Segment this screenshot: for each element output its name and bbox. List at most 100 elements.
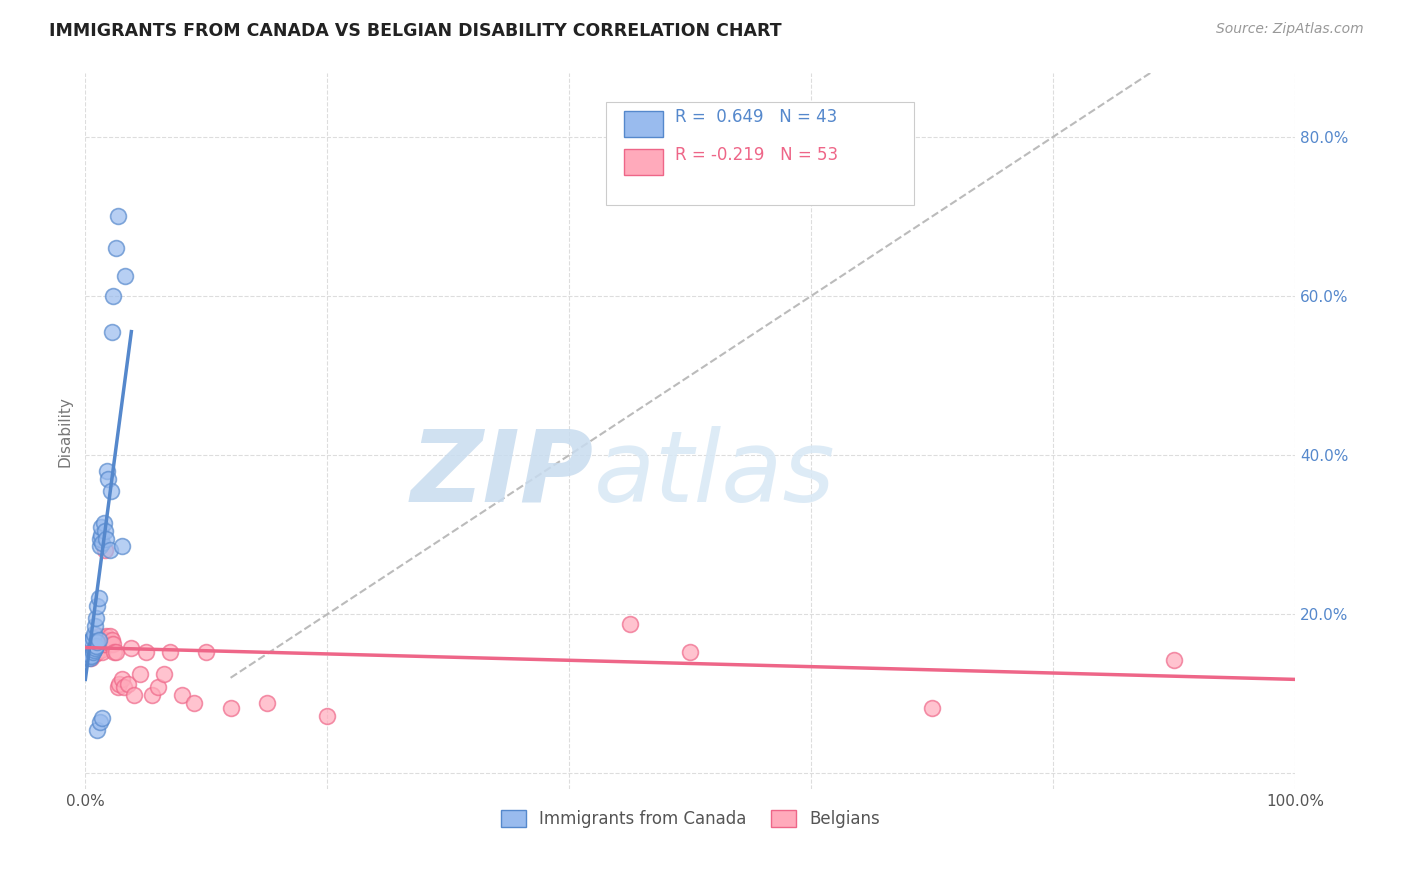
Point [89, 637, 111, 651]
Point [104, 645, 127, 659]
Point [107, 681, 129, 695]
Point [84, 639, 107, 653]
Point [77, 640, 100, 655]
Point [86, 635, 108, 649]
Point [76, 643, 98, 657]
Point [128, 666, 150, 681]
Point [83, 627, 105, 641]
Point [86, 635, 108, 649]
Point [316, 709, 339, 723]
Point [100, 637, 122, 651]
Point [98, 543, 121, 558]
Text: R = -0.219   N = 53: R = -0.219 N = 53 [675, 146, 838, 164]
Point [122, 688, 145, 702]
Point [84, 637, 107, 651]
Point [76, 651, 98, 665]
FancyBboxPatch shape [624, 112, 662, 136]
Point [87, 629, 110, 643]
Point [80, 632, 103, 647]
Point [93, 543, 115, 558]
Point [103, 637, 125, 651]
Point [93, 524, 115, 538]
Point [91, 645, 114, 659]
Text: ZIP: ZIP [411, 425, 593, 523]
Point [79, 648, 101, 663]
Legend: Immigrants from Canada, Belgians: Immigrants from Canada, Belgians [494, 803, 887, 835]
Point [77, 637, 100, 651]
Point [83, 643, 105, 657]
Point [86, 599, 108, 614]
Point [111, 673, 134, 687]
Point [108, 677, 131, 691]
Point [98, 629, 121, 643]
Point [93, 637, 115, 651]
Point [112, 681, 135, 695]
Point [219, 701, 242, 715]
Point [93, 516, 115, 530]
Point [76, 648, 98, 663]
Point [97, 632, 120, 647]
Point [87, 632, 110, 647]
Point [94, 532, 117, 546]
Point [76, 645, 98, 659]
Point [89, 714, 111, 729]
Point [114, 268, 136, 283]
Y-axis label: Disability: Disability [58, 396, 72, 467]
Point [76, 648, 98, 663]
Point [96, 635, 118, 649]
Point [77, 635, 100, 649]
Point [83, 643, 105, 657]
Point [90, 519, 112, 533]
Point [103, 645, 125, 659]
Point [183, 696, 205, 710]
Point [80, 651, 103, 665]
Point [117, 677, 139, 691]
Text: R =  0.649   N = 43: R = 0.649 N = 43 [675, 109, 837, 127]
Point [80, 648, 103, 663]
Point [111, 540, 134, 554]
Text: Source: ZipAtlas.com: Source: ZipAtlas.com [1216, 22, 1364, 37]
Point [100, 483, 122, 498]
Point [146, 681, 169, 695]
Point [82, 645, 104, 659]
Point [87, 591, 110, 606]
Point [120, 640, 142, 655]
Text: atlas: atlas [593, 425, 835, 523]
Point [89, 532, 111, 546]
Point [195, 645, 218, 659]
Point [90, 643, 112, 657]
Point [153, 666, 176, 681]
Point [104, 241, 127, 255]
Text: IMMIGRANTS FROM CANADA VS BELGIAN DISABILITY CORRELATION CHART: IMMIGRANTS FROM CANADA VS BELGIAN DISABI… [49, 22, 782, 40]
Point [1163, 653, 1185, 667]
Point [91, 710, 114, 724]
Point [91, 535, 114, 549]
Point [107, 209, 129, 223]
Point [101, 632, 124, 647]
Point [97, 472, 120, 486]
FancyBboxPatch shape [624, 149, 662, 175]
Point [159, 645, 181, 659]
Point [84, 647, 107, 661]
Point [79, 651, 101, 665]
Point [77, 647, 100, 661]
Point [135, 645, 157, 659]
Point [103, 289, 125, 303]
FancyBboxPatch shape [606, 102, 914, 205]
Point [80, 640, 103, 655]
Point [619, 616, 641, 631]
Point [90, 527, 112, 541]
Point [84, 611, 107, 625]
Point [89, 540, 111, 554]
Point [86, 645, 108, 659]
Point [77, 643, 100, 657]
Point [84, 640, 107, 655]
Point [96, 464, 118, 478]
Point [256, 696, 278, 710]
Point [79, 637, 101, 651]
Point [82, 631, 104, 645]
Point [101, 325, 124, 339]
Point [86, 723, 108, 737]
Point [141, 688, 163, 702]
Point [172, 688, 194, 702]
